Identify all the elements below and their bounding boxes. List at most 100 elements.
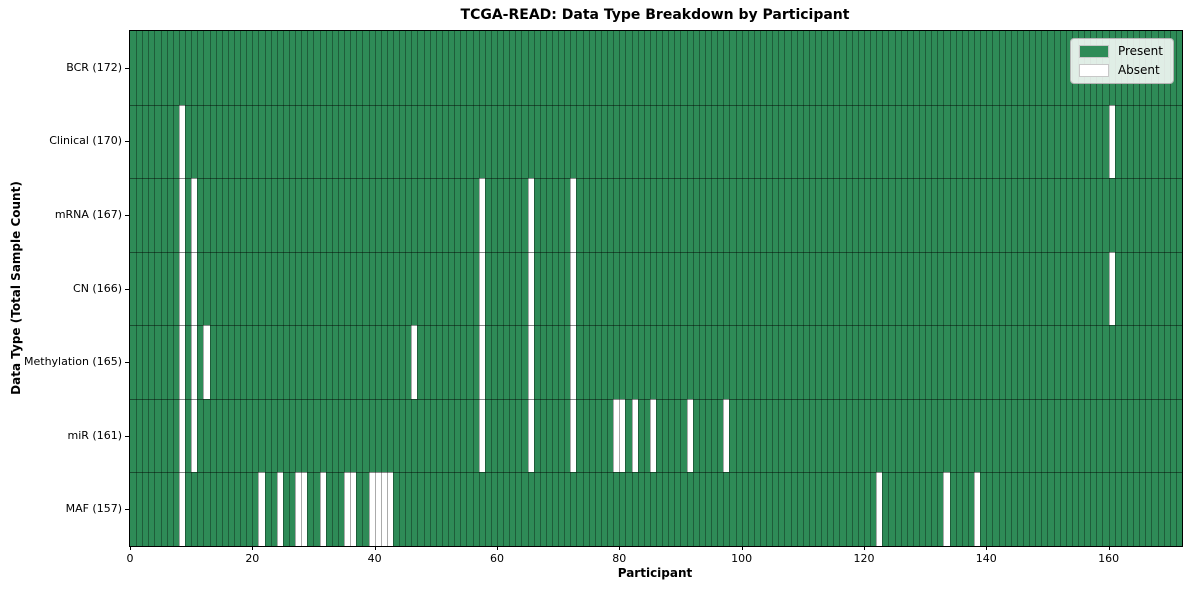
participant-gridline	[276, 31, 278, 546]
participant-gridline	[723, 31, 725, 546]
absent-cell	[570, 178, 577, 252]
participant-gridline	[802, 31, 804, 546]
x-tick-mark	[374, 546, 376, 550]
heatmap-row-mrna	[130, 178, 1182, 252]
absent-cell	[478, 398, 485, 473]
absent-cell	[723, 398, 730, 473]
absent-cell	[649, 398, 656, 473]
x-tick-label: 160	[1098, 552, 1120, 565]
participant-gridline	[435, 31, 437, 546]
absent-cell	[178, 251, 186, 326]
participant-gridline	[1090, 31, 1092, 546]
participant-gridline	[478, 31, 480, 546]
participant-gridline	[393, 31, 394, 546]
absent-cell	[380, 472, 387, 546]
absent-cell	[178, 472, 186, 546]
participant-gridline	[808, 31, 810, 546]
participant-gridline	[1078, 31, 1080, 546]
y-tick-mark	[125, 362, 129, 364]
participant-gridline	[178, 31, 180, 546]
participant-gridline	[925, 31, 927, 546]
participant-gridline	[191, 31, 193, 546]
participant-gridline	[460, 31, 462, 546]
participant-gridline	[399, 31, 401, 546]
absent-cell	[527, 398, 534, 473]
participant-gridline	[588, 31, 590, 546]
participant-gridline	[784, 31, 786, 546]
absent-cell	[570, 251, 577, 326]
participant-gridline	[686, 31, 688, 546]
row-boundary-line	[130, 104, 1182, 106]
participant-gridline	[900, 31, 902, 546]
participant-gridline	[778, 31, 780, 546]
legend-entry-present: Present	[1078, 44, 1163, 58]
participant-gridline	[1022, 31, 1024, 546]
absent-cell	[178, 325, 186, 399]
participant-gridline	[380, 31, 382, 546]
participant-gridline	[1108, 31, 1110, 546]
participant-gridline	[417, 31, 419, 546]
heatmap-row-mir	[130, 398, 1182, 473]
x-tick-label: 100	[731, 552, 753, 565]
absent-cell	[191, 251, 198, 326]
participant-gridline	[772, 31, 774, 546]
participant-gridline	[270, 31, 272, 546]
participant-gridline	[258, 31, 260, 546]
participant-gridline	[906, 31, 908, 546]
absent-cell	[631, 398, 638, 473]
participant-gridline	[1169, 31, 1171, 546]
participant-gridline	[949, 31, 951, 546]
participant-gridline	[1004, 31, 1006, 546]
participant-gridline	[429, 31, 431, 546]
participant-gridline	[607, 31, 609, 546]
participant-gridline	[937, 31, 939, 546]
participant-gridline	[857, 31, 859, 546]
y-tick-label: Clinical (170)	[49, 134, 122, 148]
participant-gridline	[967, 31, 969, 546]
participant-gridline	[350, 31, 352, 546]
participant-gridline	[423, 31, 425, 546]
participant-gridline	[484, 31, 486, 546]
participant-gridline	[894, 31, 896, 546]
participant-gridline	[246, 31, 248, 546]
x-tick-label: 20	[245, 552, 260, 565]
participant-gridline	[362, 31, 364, 546]
participant-gridline	[405, 31, 407, 546]
participant-gridline	[662, 31, 664, 546]
participant-gridline	[539, 31, 541, 546]
participant-gridline	[1035, 31, 1037, 546]
participant-gridline	[992, 31, 994, 546]
participant-gridline	[233, 31, 235, 546]
absent-cell	[368, 472, 375, 546]
participant-gridline	[649, 31, 651, 546]
participant-gridline	[1010, 31, 1012, 546]
row-boundary-line	[130, 398, 1182, 400]
absent-cell	[276, 472, 283, 546]
participant-gridline	[221, 31, 223, 546]
participant-gridline	[1126, 31, 1128, 546]
participant-gridline	[185, 31, 187, 546]
participant-gridline	[166, 31, 168, 546]
participant-gridline	[876, 31, 878, 546]
y-tick-mark	[125, 435, 129, 437]
participant-gridline	[717, 31, 719, 546]
participant-gridline	[203, 31, 205, 546]
x-tick-mark	[619, 546, 621, 550]
absent-cell	[527, 325, 534, 399]
participant-gridline	[919, 31, 920, 546]
participant-gridline	[1114, 31, 1116, 546]
row-boundary-line	[130, 178, 1182, 180]
participant-gridline	[882, 31, 884, 546]
participant-gridline	[912, 31, 914, 546]
legend-label-present: Present	[1117, 44, 1163, 58]
participant-gridline	[821, 31, 823, 546]
participant-gridline	[411, 31, 413, 546]
participant-gridline	[1096, 31, 1098, 546]
participant-gridline	[692, 31, 694, 546]
x-tick-label: 80	[612, 552, 627, 565]
participant-gridline	[136, 31, 138, 546]
participant-gridline	[680, 31, 682, 546]
chart-title: TCGA-READ: Data Type Breakdown by Partic…	[460, 7, 850, 23]
x-tick-mark	[130, 546, 131, 550]
